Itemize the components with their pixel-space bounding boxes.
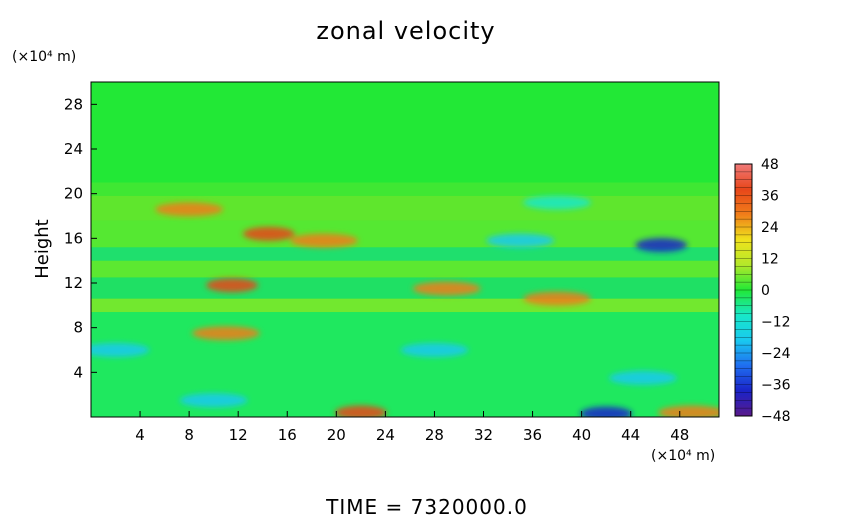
field-feature	[523, 195, 592, 210]
x-tick-label: 12	[229, 426, 248, 444]
field-feature	[179, 393, 248, 408]
field-feature	[486, 233, 555, 248]
colorbar: 48 36 24 12 0 −12 −24 −36 −48	[734, 157, 791, 425]
heatmap-field	[91, 82, 719, 417]
colorbar-tick-label: 48	[761, 157, 779, 173]
colorbar-tick-label: −24	[761, 346, 791, 362]
colorbar-tick-label: 12	[761, 252, 779, 268]
field-feature	[206, 278, 259, 293]
y-tick-label: 20	[64, 185, 83, 203]
x-tick-label: 16	[278, 426, 297, 444]
field-feature	[334, 405, 387, 417]
x-unit-label: (×10⁴ m)	[651, 448, 715, 464]
field-feature	[658, 405, 719, 417]
field-features	[91, 195, 719, 417]
time-label: TIME = 7320000.0	[325, 495, 528, 519]
chart-title: zonal velocity	[316, 17, 495, 45]
y-tick-label: 8	[73, 319, 83, 337]
x-tick-label: 36	[523, 426, 542, 444]
colorbar-lines	[735, 171, 752, 409]
y-tick-label: 28	[64, 95, 83, 113]
field-feature	[580, 406, 633, 417]
colorbar-tick-label: 24	[761, 220, 779, 236]
field-feature	[155, 202, 224, 217]
field-feature	[635, 238, 688, 253]
x-tick-label: 8	[184, 426, 194, 444]
plot-frame	[90, 81, 720, 418]
field-feature	[608, 370, 677, 385]
field-band	[91, 182, 719, 196]
field-feature	[242, 226, 295, 241]
x-tick-label: 44	[621, 426, 640, 444]
colorbar-tick-label: −36	[761, 378, 791, 394]
x-tick-label: 28	[425, 426, 444, 444]
y-axis: 4 8 12 16 20 24 28	[64, 95, 97, 381]
x-tick-label: 40	[572, 426, 591, 444]
colorbar-tick-label: −48	[761, 409, 791, 425]
field-feature	[91, 343, 150, 357]
x-axis: 4 8 12 16 20 24 28 32 36 40 44 48	[135, 411, 689, 444]
x-tick-label: 32	[474, 426, 493, 444]
field-feature	[191, 326, 260, 341]
x-tick-label: 48	[670, 426, 689, 444]
field-feature	[523, 291, 592, 306]
field-band	[91, 220, 719, 248]
field-bands	[91, 182, 719, 417]
x-tick-label: 4	[135, 426, 145, 444]
y-tick-label: 4	[73, 363, 83, 381]
field-feature	[412, 281, 481, 296]
y-tick-label: 16	[64, 229, 83, 247]
y-unit-label: (×10⁴ m)	[12, 49, 76, 65]
x-tick-label: 20	[327, 426, 346, 444]
field-band	[91, 298, 719, 313]
field-band	[91, 247, 719, 261]
field-band	[91, 277, 719, 299]
field-band	[91, 260, 719, 278]
y-tick-label: 24	[64, 140, 83, 158]
colorbar-tick-label: 36	[761, 189, 779, 205]
colorbar-tick-label: 0	[761, 283, 770, 299]
colorbar-tick-label: −12	[761, 315, 791, 331]
x-tick-label: 24	[376, 426, 395, 444]
field-feature	[400, 343, 469, 357]
field-background	[91, 82, 719, 417]
colorbar-ticks: 48 36 24 12 0 −12 −24 −36 −48	[761, 157, 791, 425]
field-feature	[290, 233, 359, 248]
y-axis-label: Height	[32, 219, 53, 279]
y-tick-label: 12	[64, 274, 83, 292]
